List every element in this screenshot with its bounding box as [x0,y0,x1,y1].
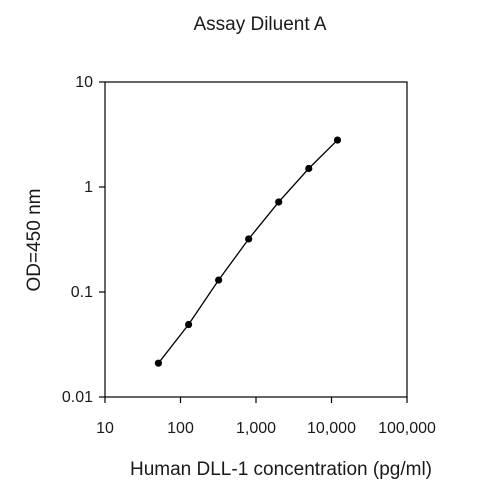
data-point [154,359,163,367]
y-axis-ticks: 0.01 0.1 1 10 [62,74,105,406]
data-point [275,198,283,206]
x-axis-label: Human DLL-1 concentration (pg/ml) [130,459,432,480]
x-axis-ticks: 10 100 1,000 10,000 100,000 [96,397,436,437]
data-point [215,276,223,284]
data-point [245,235,253,243]
x-tick-label: 100 [167,420,194,437]
data-point [184,320,193,329]
x-tick-label: 10,000 [307,420,356,437]
y-axis-label: OD=450 nm [24,189,45,292]
data-point [333,136,342,144]
plot-frame [104,81,408,398]
x-tick-label: 10 [96,420,114,437]
chart-title: Assay Diluent A [193,14,326,35]
series-line [157,139,338,364]
x-tick-label: 1,000 [236,420,276,437]
y-tick-label: 1 [84,179,93,196]
x-tick-label: 100,000 [378,420,436,437]
y-tick-label: 0.1 [71,284,93,301]
y-tick-label: 10 [75,74,93,91]
y-tick-label: 0.01 [62,389,93,406]
series-layer [154,136,342,367]
data-point [305,164,313,173]
